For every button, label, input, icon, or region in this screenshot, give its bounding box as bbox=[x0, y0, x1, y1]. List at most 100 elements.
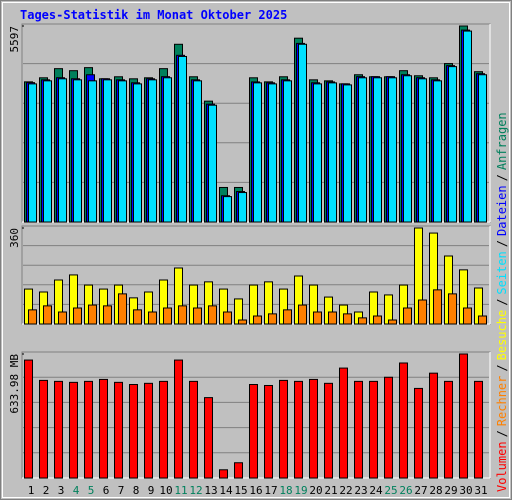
bar bbox=[433, 289, 442, 325]
bar bbox=[463, 307, 472, 325]
bar bbox=[253, 82, 262, 223]
bar bbox=[298, 43, 307, 223]
bar bbox=[328, 311, 337, 325]
x-tick-label: 5 bbox=[88, 484, 95, 497]
bar bbox=[448, 293, 457, 325]
bar bbox=[354, 380, 363, 479]
bar bbox=[294, 380, 303, 479]
bar bbox=[159, 380, 168, 479]
x-tick-label: 20 bbox=[309, 484, 322, 497]
bar bbox=[343, 84, 352, 223]
bar bbox=[328, 82, 337, 223]
bar bbox=[58, 78, 67, 223]
bar bbox=[73, 307, 82, 325]
legend-entry: Besuche bbox=[495, 310, 509, 361]
legend-entry: Anfragen bbox=[495, 112, 509, 170]
bar bbox=[313, 83, 322, 223]
bar bbox=[88, 80, 97, 223]
legend-separator: / bbox=[495, 430, 509, 437]
legend-separator: / bbox=[495, 240, 509, 247]
bar bbox=[118, 293, 127, 325]
bar bbox=[283, 309, 292, 325]
bar bbox=[193, 307, 202, 325]
bar bbox=[133, 309, 142, 325]
bar bbox=[103, 305, 112, 325]
bar bbox=[234, 462, 243, 479]
bar bbox=[388, 319, 397, 325]
legend-entry: Volumen bbox=[495, 441, 509, 492]
bar bbox=[418, 299, 427, 325]
bar bbox=[369, 380, 378, 479]
bar bbox=[268, 313, 277, 325]
bar bbox=[358, 317, 367, 325]
bar bbox=[399, 362, 408, 479]
x-tick-label: 6 bbox=[103, 484, 110, 497]
bar bbox=[238, 192, 247, 223]
bar bbox=[208, 104, 217, 223]
bar bbox=[178, 55, 187, 223]
bar bbox=[223, 196, 232, 223]
bar bbox=[418, 78, 427, 223]
bar bbox=[249, 384, 258, 479]
bar bbox=[43, 305, 52, 325]
x-tick-label: 2 bbox=[43, 484, 50, 497]
bar bbox=[343, 313, 352, 325]
bar bbox=[448, 66, 457, 223]
x-tick-label: 12 bbox=[189, 484, 202, 497]
x-tick-label: 29 bbox=[444, 484, 457, 497]
bar bbox=[114, 381, 123, 479]
x-tick-label: 31 bbox=[474, 484, 487, 497]
bar bbox=[73, 79, 82, 223]
legend-entry: Dateien bbox=[495, 185, 509, 236]
x-tick-label: 28 bbox=[429, 484, 442, 497]
legend-entry: Seiten bbox=[495, 251, 509, 294]
bar bbox=[129, 384, 138, 479]
bar bbox=[118, 80, 127, 223]
x-tick-label: 3 bbox=[58, 484, 65, 497]
x-tick-label: 15 bbox=[234, 484, 247, 497]
x-tick-label: 16 bbox=[249, 484, 262, 497]
x-tick-label: 24 bbox=[369, 484, 383, 497]
x-tick-label: 27 bbox=[414, 484, 427, 497]
bar bbox=[163, 307, 172, 325]
bar bbox=[474, 380, 483, 479]
x-tick-label: 17 bbox=[264, 484, 277, 497]
x-tick-label: 9 bbox=[148, 484, 155, 497]
bar bbox=[43, 80, 52, 223]
bar bbox=[463, 30, 472, 223]
bar bbox=[279, 379, 288, 479]
bar bbox=[84, 380, 93, 479]
legend-separator: / bbox=[495, 174, 509, 181]
bar bbox=[403, 75, 412, 223]
x-tick-label: 7 bbox=[118, 484, 125, 497]
bar bbox=[298, 304, 307, 325]
bar bbox=[414, 387, 423, 479]
bar bbox=[429, 372, 438, 479]
legend-entry: Rechner bbox=[495, 376, 509, 427]
bar bbox=[238, 319, 247, 325]
y-tick-label: 360 bbox=[8, 228, 21, 248]
y-tick-label: 633.98 MB bbox=[8, 354, 21, 414]
bar bbox=[478, 315, 487, 325]
bar bbox=[309, 378, 318, 479]
bar bbox=[163, 77, 172, 223]
bar bbox=[253, 315, 262, 325]
bar bbox=[189, 380, 198, 479]
x-tick-label: 10 bbox=[159, 484, 172, 497]
bar bbox=[28, 83, 37, 223]
chart-title: Tages-Statistik im Monat Oktober 2025 bbox=[20, 8, 287, 22]
legend-separator: / bbox=[495, 299, 509, 306]
bar bbox=[223, 311, 232, 325]
bar bbox=[39, 379, 48, 479]
x-tick-label: 22 bbox=[339, 484, 352, 497]
bar bbox=[268, 83, 277, 223]
bar bbox=[219, 469, 228, 479]
bar bbox=[28, 309, 37, 325]
x-tick-label: 23 bbox=[354, 484, 367, 497]
bar bbox=[99, 378, 108, 479]
x-tick-label: 18 bbox=[279, 484, 292, 497]
bar bbox=[193, 80, 202, 223]
bar bbox=[358, 77, 367, 223]
